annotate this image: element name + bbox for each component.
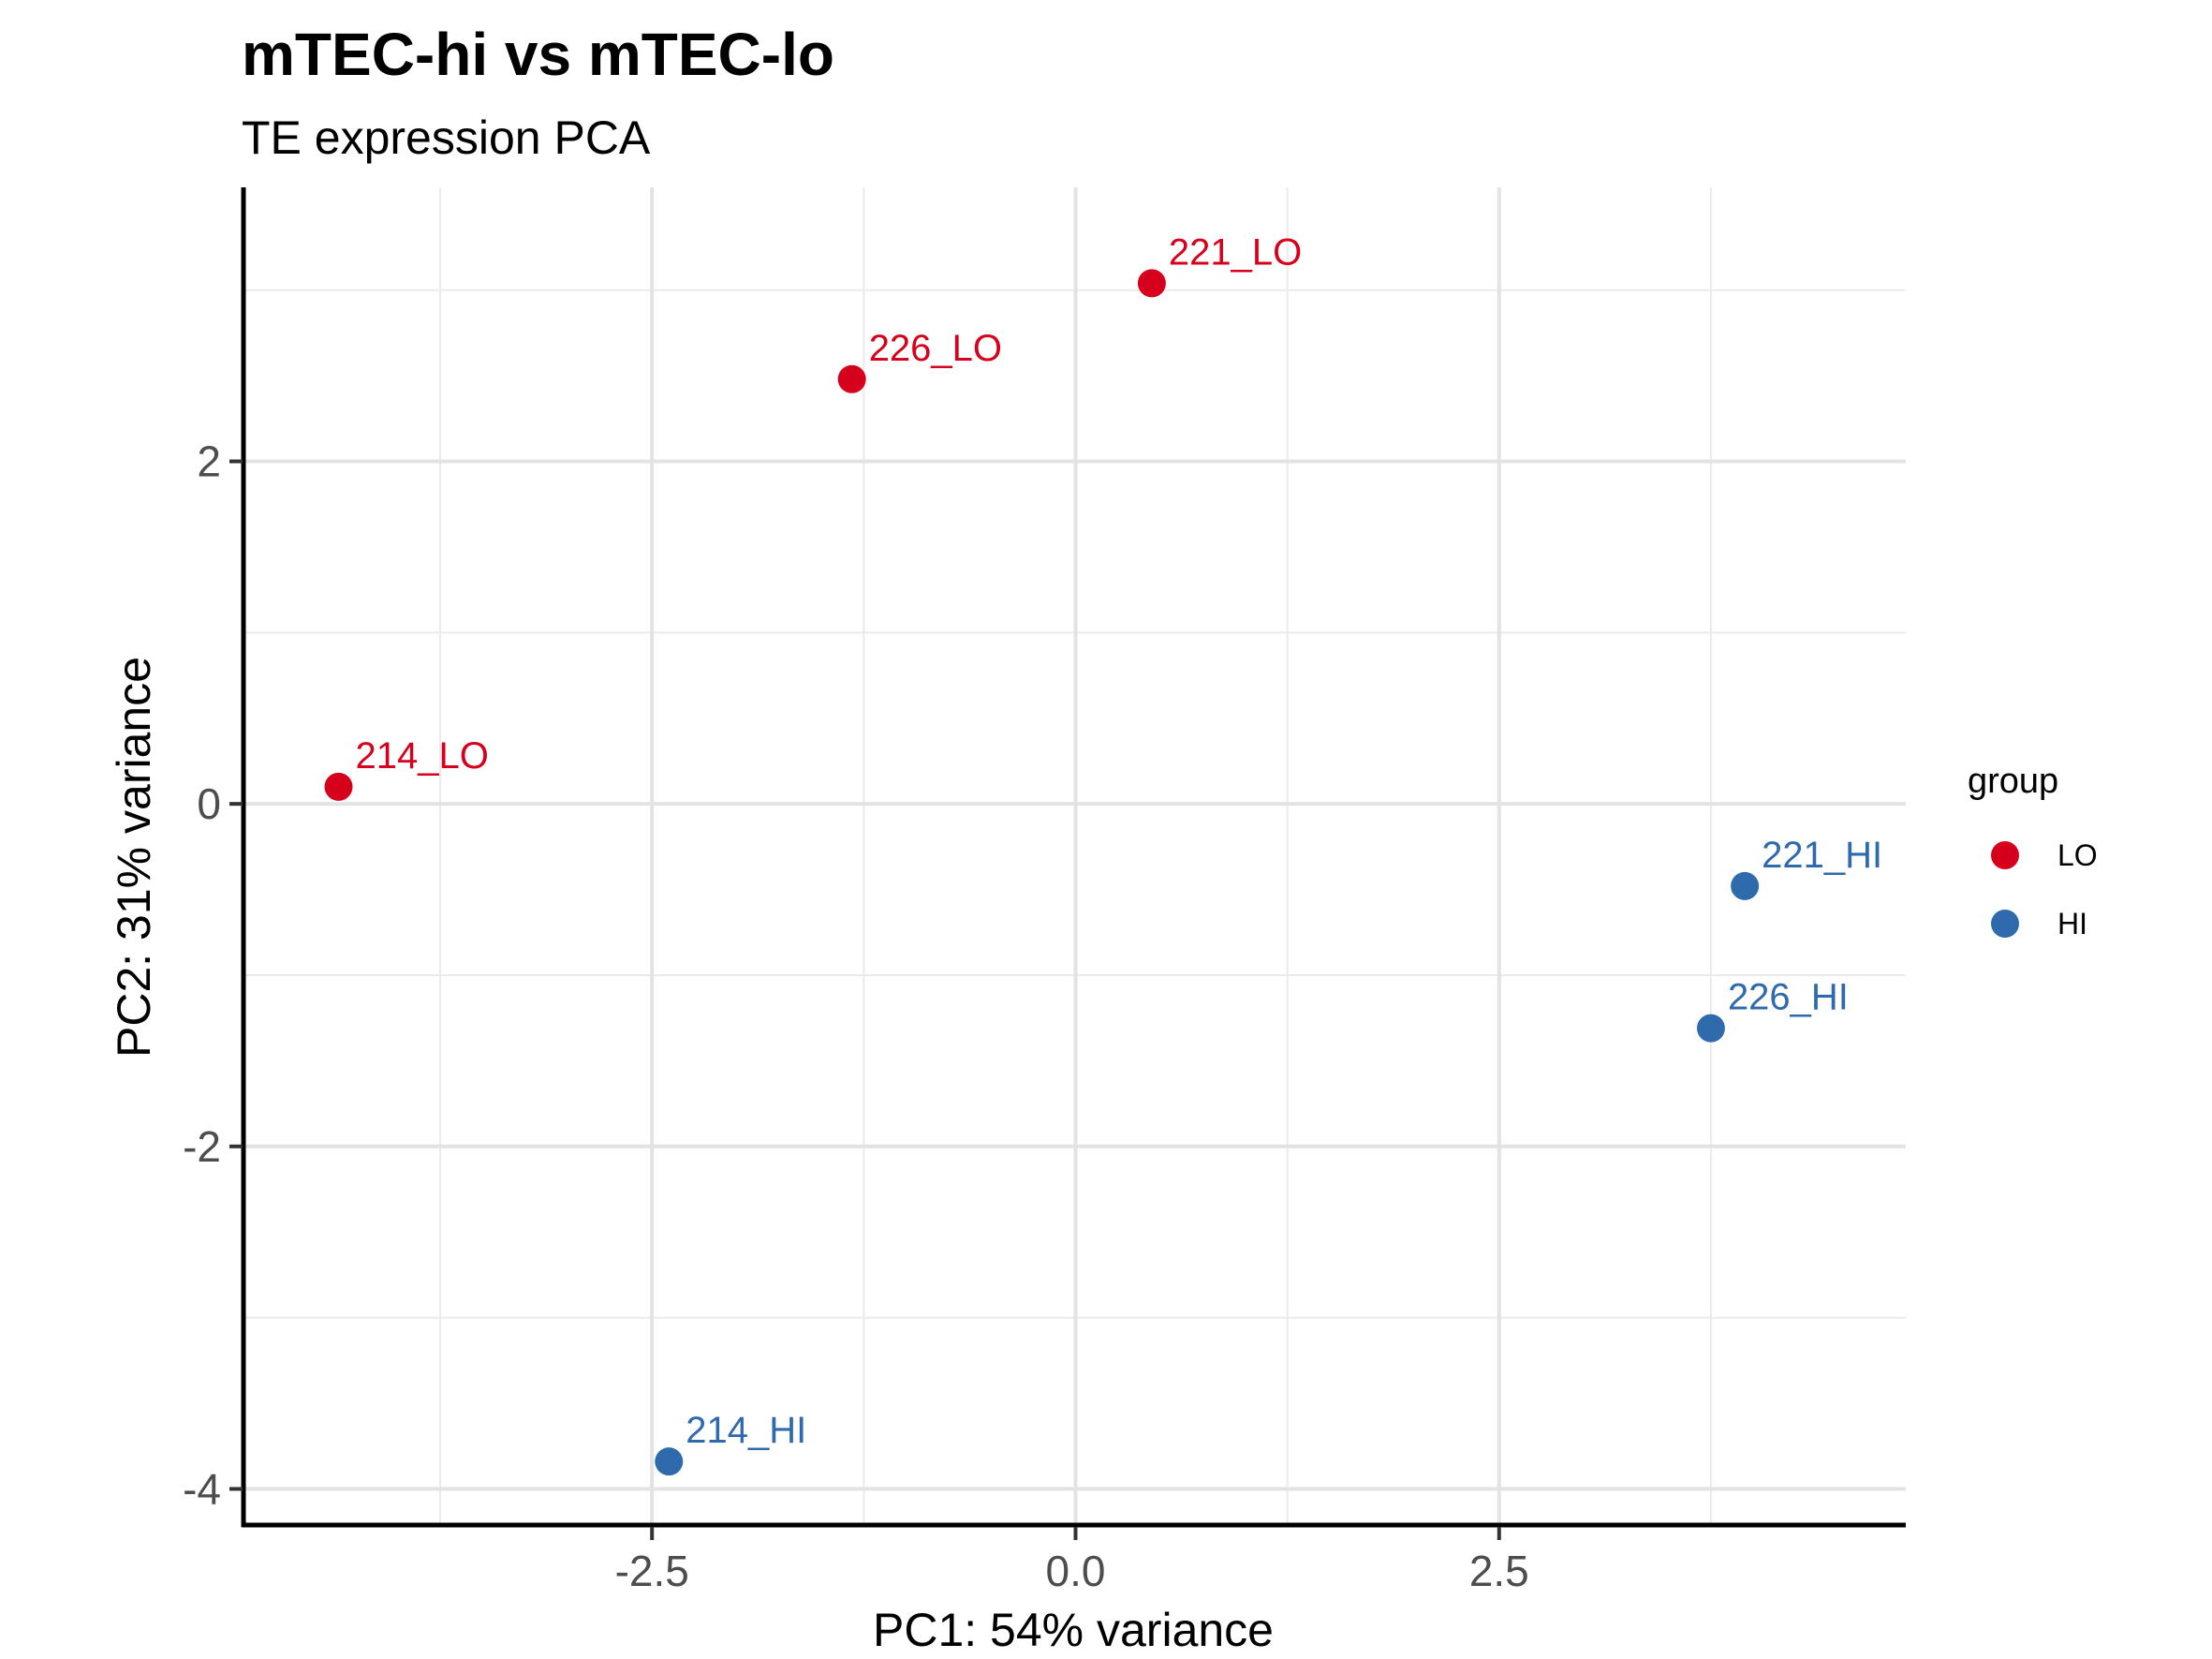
x-axis-title: PC1: 54% variance	[873, 1604, 1274, 1656]
legend-label: HI	[2057, 907, 2087, 941]
legend-key	[1991, 841, 2019, 869]
y-axis-title: PC2: 31% variance	[108, 657, 160, 1058]
point-label: 214_HI	[686, 1410, 806, 1451]
y-ticks: -4 -2 0 2	[183, 437, 243, 1513]
legend: group LO HI	[1968, 762, 2098, 941]
y-tick-label: 2	[197, 437, 221, 486]
legend-label: LO	[2057, 838, 2098, 872]
data-point	[837, 364, 866, 393]
point-label: 221_HI	[1762, 835, 1882, 876]
chart-title: mTEC-hi vs mTEC-lo	[242, 21, 834, 88]
y-tick-label: -2	[183, 1122, 221, 1171]
data-point	[655, 1447, 684, 1476]
x-ticks: -2.5 0.0 2.5	[615, 1527, 1529, 1595]
legend-title: group	[1968, 762, 2058, 801]
y-tick-label: -4	[183, 1464, 221, 1513]
x-tick-label: 2.5	[1469, 1547, 1529, 1595]
legend-entries: LO HI	[1991, 838, 2098, 941]
chart-subtitle: TE expression PCA	[242, 111, 651, 164]
data-points	[324, 269, 1760, 1476]
point-label: 221_LO	[1169, 231, 1302, 273]
data-point	[324, 772, 353, 801]
axes	[241, 187, 1906, 1528]
point-labels: 214_LO 226_LO 221_LO 214_HI 221_HI 226_HI	[356, 231, 1883, 1451]
x-tick-label: 0.0	[1046, 1547, 1106, 1595]
y-tick-label: 0	[197, 779, 221, 828]
point-label: 226_HI	[1728, 977, 1849, 1018]
data-point	[1731, 871, 1760, 900]
data-point	[1137, 269, 1166, 298]
point-label: 226_LO	[869, 328, 1002, 369]
grid-major	[245, 187, 1906, 1523]
point-label: 214_LO	[356, 735, 489, 777]
x-tick-label: -2.5	[615, 1547, 689, 1595]
data-point	[1696, 1014, 1725, 1043]
legend-key	[1991, 910, 2019, 938]
